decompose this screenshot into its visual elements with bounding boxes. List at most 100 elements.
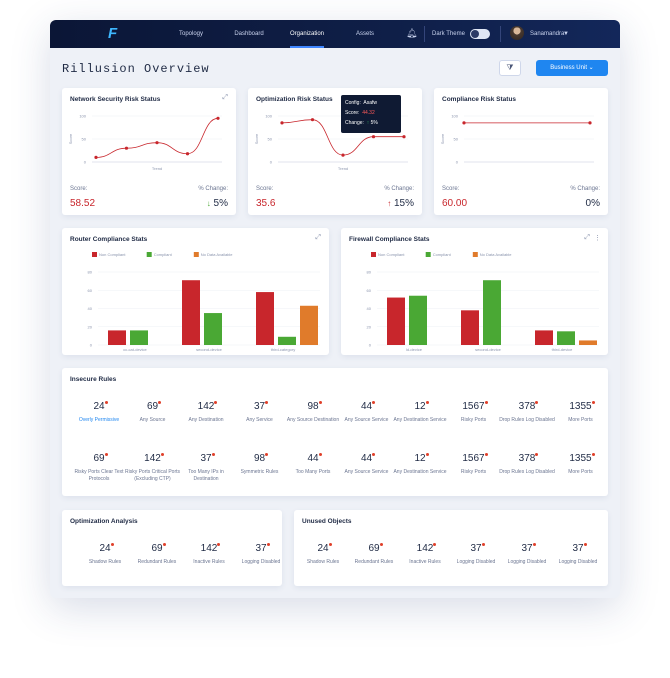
unused-object-item[interactable]: 142 Inactive Rules [396, 538, 454, 566]
insecure-rule-item[interactable]: 1355 More Ports [552, 448, 610, 476]
insecure-rule-item[interactable]: 69 Risky Ports Clear Text Protocols [70, 448, 128, 482]
insecure-rule-item[interactable]: 37 Any Service [231, 396, 289, 424]
dark-theme-toggle[interactable] [470, 29, 490, 39]
insecure-rule-item[interactable]: 1567 Risky Ports [445, 396, 503, 424]
bar-compliant[interactable] [278, 336, 296, 345]
bar-compliant[interactable] [409, 295, 427, 345]
insecure-rule-item[interactable]: 1567 Risky Ports [445, 448, 503, 476]
nav-assets[interactable]: Assets [355, 31, 374, 37]
optimization-analysis-item[interactable]: 37 Logging Disabled [232, 538, 290, 566]
nav-dashboard[interactable]: Dashboard [234, 31, 264, 37]
arrow-up-icon: ↑ [387, 199, 392, 208]
user-avatar[interactable] [510, 26, 524, 40]
bar-non-compliant[interactable] [256, 292, 274, 345]
data-point[interactable] [310, 118, 315, 122]
data-point[interactable] [124, 146, 129, 150]
more-options-icon[interactable]: ⋮ [594, 235, 601, 242]
series-line [95, 117, 219, 158]
router-compliance-card: Router Compliance Stats ⤢ Non Compliant C… [62, 228, 329, 355]
bar-no-data-available[interactable] [579, 340, 597, 345]
status-dot-icon [265, 401, 269, 404]
insecure-rule-item[interactable]: 12 Any Destination Service [391, 396, 449, 424]
unused-object-item[interactable]: 24 Shadow Rules [294, 538, 352, 566]
metric-number: 37 [572, 543, 584, 554]
metric-value: 1355 [569, 453, 595, 464]
expand-icon[interactable]: ⤢ [222, 94, 228, 101]
data-point[interactable] [462, 121, 466, 125]
insecure-rule-item[interactable]: 24 Overly Permissive [70, 396, 128, 424]
optimization-analysis-item[interactable]: 24 Shadow Rules [76, 538, 134, 566]
metric-label: Any Source Service [344, 417, 389, 423]
insecure-rule-item[interactable]: 1355 More Ports [552, 396, 610, 424]
y-tick-label: 20 [367, 324, 372, 329]
app-logo[interactable]: F [108, 25, 118, 42]
optimization-analysis-item[interactable]: 142 Inactive Rules [180, 538, 238, 566]
insecure-rule-item[interactable]: 98 Symmetric Rules [231, 448, 289, 476]
unused-object-item[interactable]: 69 Redundant Rules [345, 538, 403, 566]
metric-number: 44 [360, 453, 373, 464]
notification-bell-icon[interactable]: 🔔︎ [406, 28, 418, 38]
optimization-analysis-card: Optimization Analysis 24 Shadow Rules 69 Re… [62, 510, 282, 586]
expand-icon[interactable]: ⤢ [315, 234, 321, 241]
data-point[interactable] [216, 116, 220, 120]
firewall-compliance-bar-chart: Non Compliant Compliant No Data Available 8… [367, 252, 599, 352]
insecure-rule-item[interactable]: 378 Drop Rules Log Disabled [498, 396, 556, 424]
metric-label: Any Source [139, 417, 166, 423]
bar-compliant[interactable] [483, 280, 501, 345]
insecure-rule-item[interactable]: 44 Any Source Service [338, 448, 396, 476]
insecure-rule-item[interactable]: 44 Too Many Ports [284, 448, 342, 476]
bar-compliant[interactable] [557, 331, 575, 345]
legend-label: Non Compliant [99, 252, 126, 257]
y-tick-label: 100 [451, 114, 458, 119]
business-unit-dropdown[interactable]: Business Unit ⌄ [536, 60, 608, 76]
status-dot-icon [217, 543, 221, 546]
bar-non-compliant[interactable] [461, 310, 479, 345]
user-name[interactable]: Sanamandra [530, 31, 565, 37]
nav-organization[interactable]: Organization [278, 20, 336, 48]
data-point[interactable] [371, 135, 376, 139]
divider [500, 26, 501, 42]
optimization-analysis-item[interactable]: 69 Redundant Rules [128, 538, 186, 566]
data-point[interactable] [94, 155, 98, 159]
y-tick-label: 0 [369, 343, 372, 348]
metric-number: 24 [317, 543, 329, 554]
insecure-rule-item[interactable]: 98 Any Source Destination [284, 396, 342, 424]
insecure-rule-item[interactable]: 142 Risky Ports Critical Ports (Excluding… [124, 448, 182, 482]
bar-no-data-available[interactable] [300, 305, 318, 345]
metric-label: Symmetric Rules [240, 469, 279, 475]
insecure-rule-item[interactable]: 12 Any Destination Service [391, 448, 449, 476]
status-dot-icon [591, 401, 595, 404]
bar-non-compliant[interactable] [535, 330, 553, 345]
caret-down-icon[interactable]: ▼ [563, 31, 569, 37]
data-point[interactable] [402, 135, 406, 139]
score-value: 60.00 [442, 198, 468, 209]
data-point[interactable] [588, 121, 592, 125]
insecure-rule-item[interactable]: 142 Any Destination [177, 396, 235, 424]
expand-icon[interactable]: ⤢ [584, 234, 590, 241]
unused-object-item[interactable]: 37 Logging Disabled [498, 538, 556, 566]
unused-object-item[interactable]: 37 Logging Disabled [447, 538, 505, 566]
unused-object-item[interactable]: 37 Logging Disabled [549, 538, 607, 566]
data-point[interactable] [185, 152, 190, 156]
nav-topology[interactable]: Topology [178, 31, 204, 37]
metric-number: 12 [414, 401, 426, 412]
bar-compliant[interactable] [130, 330, 148, 345]
metric-number: 1355 [569, 401, 592, 412]
bar-non-compliant[interactable] [182, 280, 200, 345]
bar-non-compliant[interactable] [387, 297, 405, 345]
metric-label: Any Destination Service [393, 469, 447, 475]
filter-button[interactable]: ⧩ [499, 60, 521, 76]
metric-label: Drop Rules Log Disabled [499, 417, 555, 423]
compliance-risk-card: Compliance Risk Status 100 50 0 Score Score… [434, 88, 608, 215]
insecure-rule-item[interactable]: 37 Too Many IPs in Destination [177, 448, 235, 482]
insecure-rule-item[interactable]: 69 Any Source [124, 396, 182, 424]
insecure-rule-item[interactable]: 44 Any Source Service [338, 396, 396, 424]
data-point[interactable] [280, 121, 284, 125]
bar-non-compliant[interactable] [108, 330, 126, 345]
data-point[interactable] [155, 141, 159, 145]
metric-number: 69 [93, 453, 105, 464]
insecure-rule-item[interactable]: 378 Drop Rules Log Disabled [498, 448, 556, 476]
metric-value: 1355 [569, 401, 595, 412]
data-point[interactable] [341, 153, 345, 157]
bar-compliant[interactable] [204, 313, 222, 345]
